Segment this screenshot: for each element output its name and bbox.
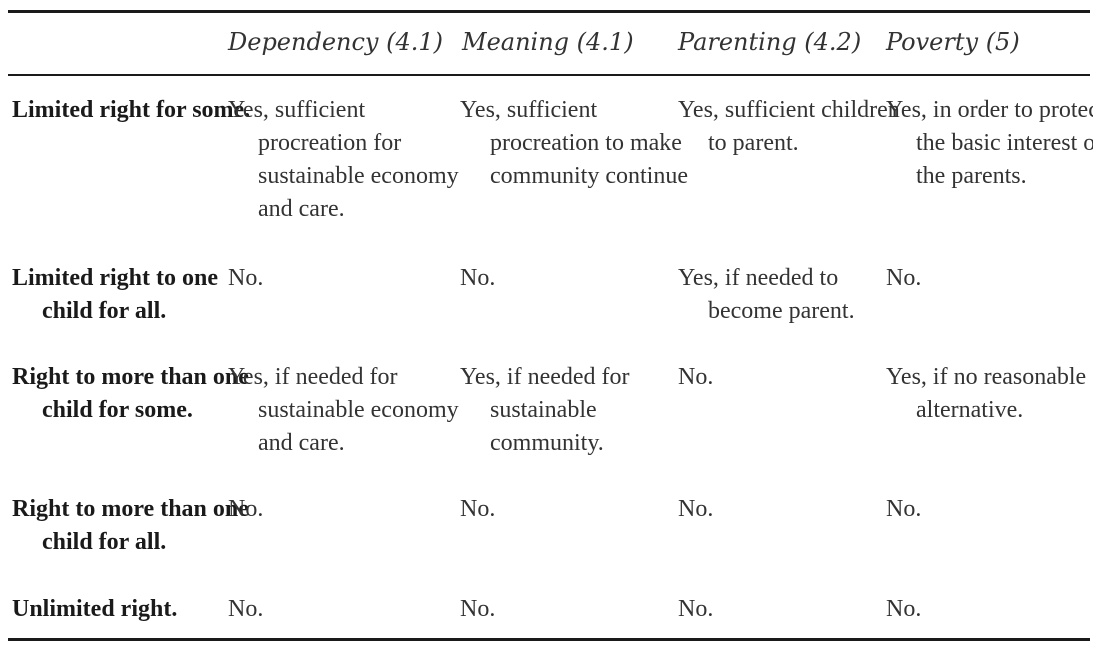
- table-cell: No.: [460, 596, 496, 622]
- table-cell: No.: [886, 496, 922, 522]
- table-cell: No.: [228, 596, 264, 622]
- col-header-meaning: Meaning (4.1): [462, 28, 634, 56]
- top-rule: [8, 10, 1090, 13]
- table-cell: Yes, if no reasonable alternative.: [886, 364, 1087, 423]
- table-cell: No.: [228, 496, 264, 522]
- table-cell: Yes, if needed to become parent.: [678, 265, 855, 324]
- table-cell: Yes, if needed for sustainable economy a…: [228, 364, 459, 456]
- table-cell: Yes, sufficient children to parent.: [678, 97, 900, 156]
- table-cell: No.: [678, 364, 714, 390]
- col-header-poverty: Poverty (5): [886, 28, 1020, 56]
- row-label: Limited right for some.: [12, 97, 251, 123]
- row-label: Right to more than one child for some.: [12, 364, 249, 423]
- row-label: Limited right to one child for all.: [12, 265, 218, 324]
- table-cell: No.: [678, 496, 714, 522]
- table-cell: Yes, if needed for sustainable community…: [460, 364, 630, 456]
- table-cell: No.: [228, 265, 264, 291]
- table-cell: No.: [886, 265, 922, 291]
- table-cell: No.: [886, 596, 922, 622]
- col-header-parenting: Parenting (4.2): [678, 28, 862, 56]
- table-cell: No.: [678, 596, 714, 622]
- table-cell: Yes, sufficient procreation to make comm…: [460, 97, 688, 189]
- header-rule: [8, 74, 1090, 76]
- bottom-rule: [8, 638, 1090, 641]
- table-cell: No.: [460, 496, 496, 522]
- row-label: Right to more than one child for all.: [12, 496, 249, 555]
- table-cell: Yes, sufficient procreation for sustaina…: [228, 97, 459, 222]
- table-cell: Yes, in order to protect the basic inter…: [886, 97, 1093, 189]
- col-header-dependency: Dependency (4.1): [228, 28, 444, 56]
- table-cell: No.: [460, 265, 496, 291]
- row-label: Unlimited right.: [12, 596, 178, 622]
